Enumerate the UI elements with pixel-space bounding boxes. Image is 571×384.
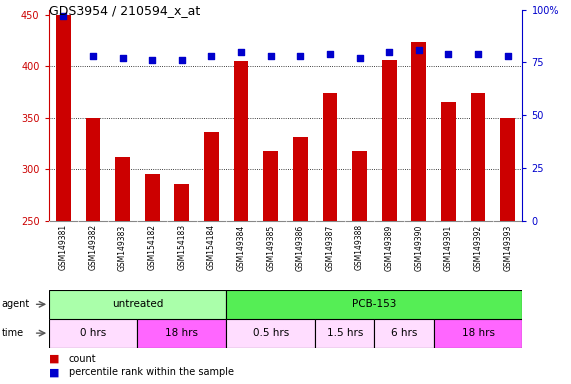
Bar [49,290,226,319]
Text: 1.5 hrs: 1.5 hrs [327,328,363,338]
Text: GSM149383: GSM149383 [118,224,127,270]
Text: time: time [2,328,24,338]
Text: GSM149386: GSM149386 [296,224,305,270]
Text: 0 hrs: 0 hrs [80,328,106,338]
Text: count: count [69,354,96,364]
Bar [293,137,308,221]
Bar [433,319,522,348]
Text: GDS3954 / 210594_x_at: GDS3954 / 210594_x_at [49,4,200,17]
Text: GSM149389: GSM149389 [385,224,393,270]
Text: GSM149392: GSM149392 [473,224,482,270]
Point [118,55,127,61]
Point [177,57,186,63]
Text: GSM149382: GSM149382 [89,224,98,270]
Bar [49,319,138,348]
Text: GSM154184: GSM154184 [207,224,216,270]
Text: GSM154182: GSM154182 [148,224,156,270]
Text: GSM149388: GSM149388 [355,224,364,270]
Text: untreated: untreated [112,299,163,310]
Bar [375,319,433,348]
Point [236,49,246,55]
Text: GSM149391: GSM149391 [444,224,453,270]
Bar [382,60,397,221]
Point [89,53,98,59]
Point [266,53,275,59]
Text: GSM149387: GSM149387 [325,224,335,270]
Bar [323,93,337,221]
Point [296,53,305,59]
Text: percentile rank within the sample: percentile rank within the sample [69,367,234,377]
Text: GSM149381: GSM149381 [59,224,68,270]
Text: PCB-153: PCB-153 [352,299,396,310]
Text: GSM149393: GSM149393 [503,224,512,271]
Bar [441,102,456,221]
Bar [226,319,315,348]
Text: 6 hrs: 6 hrs [391,328,417,338]
Text: GSM154183: GSM154183 [178,224,186,270]
Bar [115,157,130,221]
Bar [138,319,226,348]
Point [59,13,68,19]
Point [503,53,512,59]
Text: GSM149385: GSM149385 [266,224,275,270]
Bar [315,319,375,348]
Text: 18 hrs: 18 hrs [166,328,198,338]
Bar [411,41,426,221]
Bar [471,93,485,221]
Text: ■: ■ [49,367,59,377]
Point [148,57,157,63]
Text: ■: ■ [49,354,59,364]
Point [355,55,364,61]
Point [473,51,482,57]
Text: 0.5 hrs: 0.5 hrs [252,328,289,338]
Text: GSM149384: GSM149384 [236,224,246,270]
Bar [204,132,219,221]
Bar [56,15,71,221]
Bar [174,184,189,221]
Point [207,53,216,59]
Point [385,49,394,55]
Bar [263,151,278,221]
Point [325,51,335,57]
Point [414,47,423,53]
Bar [226,290,522,319]
Bar [145,174,160,221]
Text: GSM149390: GSM149390 [415,224,423,271]
Text: agent: agent [2,299,30,310]
Point [444,51,453,57]
Text: 18 hrs: 18 hrs [461,328,494,338]
Bar [234,61,248,221]
Bar [500,118,515,221]
Bar [352,151,367,221]
Bar [86,118,100,221]
